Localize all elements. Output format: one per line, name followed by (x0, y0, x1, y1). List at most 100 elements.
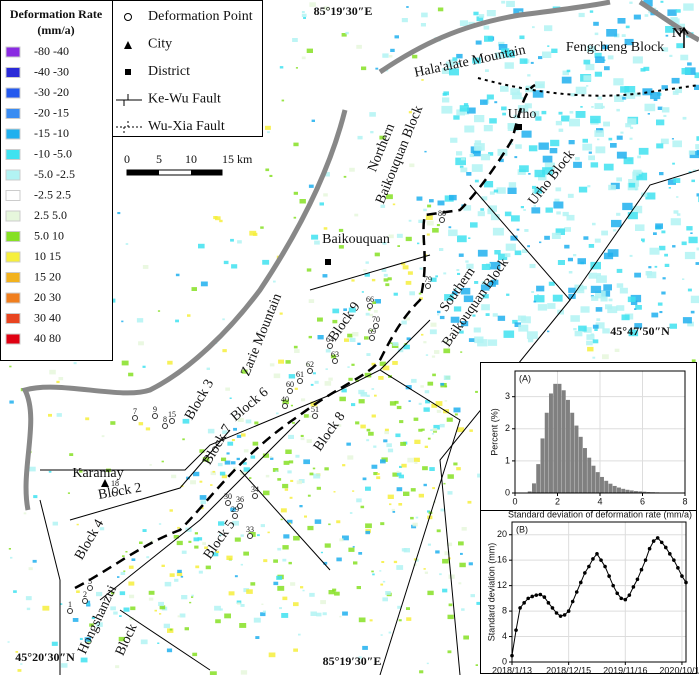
raster-cell (373, 445, 377, 448)
x-tick-label: 2018/1/13 (492, 665, 532, 675)
raster-cell (371, 464, 378, 469)
symbol-city (124, 41, 132, 49)
raster-cell (323, 193, 328, 197)
raster-cell (583, 236, 589, 240)
raster-cell (477, 339, 488, 347)
raster-cell (444, 340, 450, 344)
series-point (574, 590, 579, 594)
raster-cell (424, 150, 427, 153)
raster-cell (460, 552, 463, 555)
raster-cell (181, 595, 188, 600)
legend-swatch (5, 231, 21, 242)
raster-cell (263, 490, 270, 496)
raster-cell (304, 515, 307, 518)
inset-b-box (480, 510, 697, 674)
raster-cell (188, 540, 192, 543)
raster-cell (337, 424, 342, 427)
raster-cell (314, 240, 320, 245)
raster-cell (536, 285, 545, 292)
raster-cell (594, 71, 602, 77)
raster-cell (125, 551, 128, 553)
raster-cell (519, 11, 522, 14)
raster-cell (686, 226, 693, 231)
raster-cell (642, 88, 653, 96)
raster-cell (456, 109, 465, 116)
histogram-bar (583, 448, 587, 493)
raster-cell (273, 581, 279, 586)
raster-cell (471, 164, 483, 172)
raster-cell (548, 281, 555, 286)
histogram-bar (642, 491, 647, 493)
raster-cell (180, 575, 184, 578)
x-tick-label: 6 (640, 496, 645, 506)
raster-cell (227, 441, 234, 446)
point-label: 51 (311, 405, 319, 414)
raster-cell (687, 62, 692, 66)
raster-cell (334, 591, 340, 596)
raster-cell (32, 559, 37, 563)
raster-cell (387, 448, 394, 453)
deformation-point (439, 217, 445, 223)
raster-cell (362, 645, 368, 650)
raster-cell (130, 606, 136, 611)
raster-cell (385, 591, 391, 595)
raster-cell (499, 158, 504, 163)
raster-cell (437, 310, 441, 314)
raster-cell (696, 193, 699, 197)
raster-cell (119, 591, 126, 596)
legend-label: -10 -5.0 (34, 146, 72, 160)
raster-cell (394, 35, 399, 39)
raster-cell (310, 383, 314, 386)
raster-cell (69, 453, 74, 456)
raster-cell (661, 85, 668, 90)
raster-cell (275, 470, 278, 472)
deformation-point (312, 413, 318, 419)
raster-cell (23, 512, 27, 515)
point-label: 2 (83, 590, 87, 599)
raster-cell (301, 398, 306, 402)
raster-cell (320, 600, 326, 605)
raster-cell (177, 615, 181, 618)
raster-cell (682, 317, 692, 324)
raster-cell (443, 272, 447, 275)
point-label: 70 (372, 315, 380, 324)
raster-cell (421, 333, 424, 336)
raster-cell (482, 294, 489, 299)
series-point (591, 557, 595, 561)
histogram-bar (574, 425, 579, 493)
raster-cell (380, 522, 385, 526)
legend-swatch (5, 169, 21, 181)
raster-cell (634, 323, 643, 329)
raster-cell (290, 479, 294, 482)
raster-cell (351, 403, 356, 407)
raster-cell (634, 187, 637, 189)
raster-cell (365, 486, 371, 491)
raster-cell (396, 470, 400, 473)
raster-cell (592, 339, 599, 344)
raster-cell (288, 460, 294, 464)
raster-cell (191, 596, 194, 598)
raster-cell (282, 399, 289, 405)
raster-cell (447, 474, 454, 479)
raster-cell (392, 342, 399, 346)
raster-cell (460, 157, 466, 161)
raster-cell (338, 245, 344, 249)
raster-cell (345, 31, 349, 35)
raster-cell (163, 623, 170, 629)
raster-cell (637, 155, 641, 159)
raster-cell (382, 580, 386, 583)
raster-cell (240, 670, 248, 675)
raster-cell (654, 265, 658, 268)
raster-cell (496, 187, 506, 194)
raster-cell (277, 478, 282, 481)
raster-cell (601, 230, 608, 236)
histogram-bar (595, 472, 600, 493)
raster-cell (260, 612, 266, 617)
raster-cell (380, 634, 383, 636)
raster-cell (532, 90, 544, 98)
raster-cell (293, 602, 299, 607)
raster-cell (267, 131, 270, 134)
raster-cell (278, 359, 284, 364)
raster-cell (402, 265, 409, 270)
